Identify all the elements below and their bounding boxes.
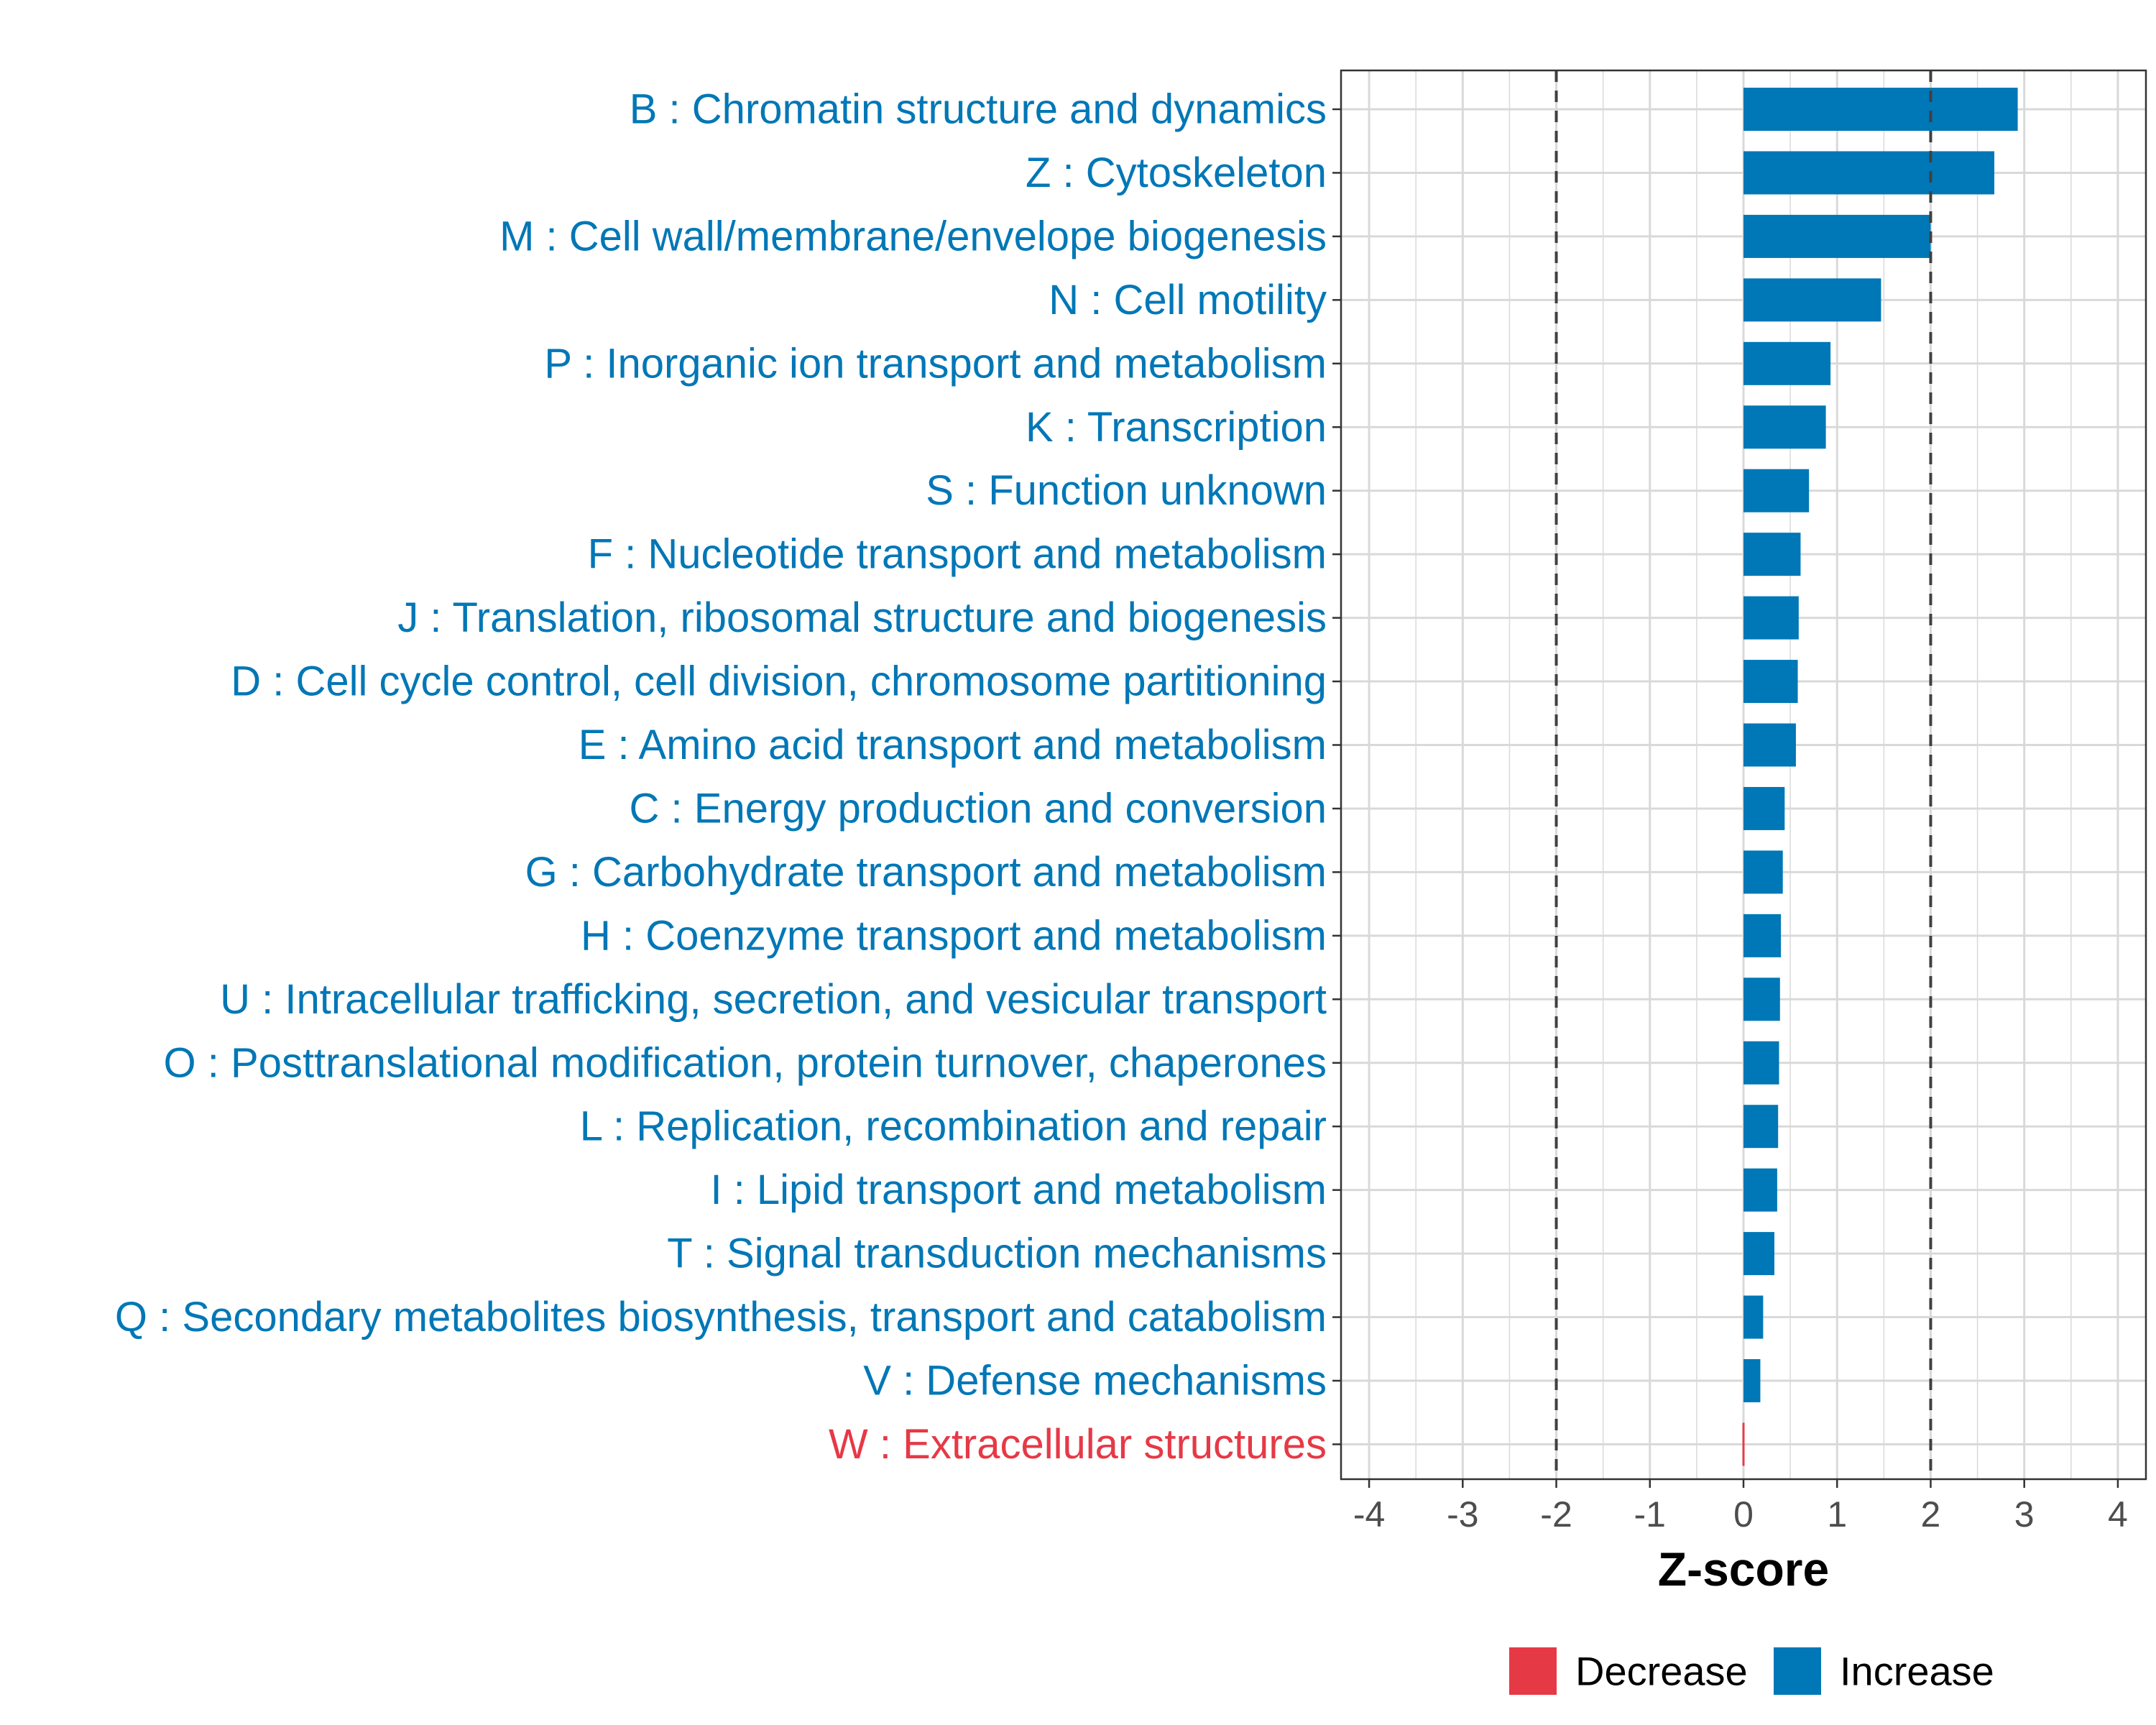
legend-key-decrease (1509, 1647, 1557, 1695)
bar (1743, 151, 1995, 195)
bar (1743, 914, 1782, 957)
x-axis-tick-label: 3 (2014, 1494, 2035, 1535)
bar (1743, 214, 1931, 258)
legend-label-decrease: Decrease (1575, 1649, 1748, 1694)
y-axis-ticks (1332, 108, 1341, 1445)
bar (1743, 1105, 1779, 1149)
bar (1743, 88, 2018, 131)
bar (1743, 469, 1810, 512)
y-axis-label: J : Translation, ribosomal structure and… (397, 594, 1327, 641)
x-axis-ticks: -4 -3 -2 -1 0 1 2 3 4 (1353, 1479, 2128, 1535)
bar (1743, 533, 1801, 576)
y-axis-label: L : Replication, recombination and repai… (580, 1103, 1327, 1150)
bar (1743, 850, 1783, 894)
bar (1743, 341, 1831, 385)
bars (1742, 88, 2018, 1466)
y-axis-label: U : Intracellular trafficking, secretion… (220, 976, 1327, 1023)
bar (1742, 1422, 1745, 1466)
y-axis-label: M : Cell wall/membrane/envelope biogenes… (499, 213, 1327, 259)
y-axis-label: Q : Secondary metabolites biosynthesis, … (115, 1294, 1327, 1340)
bar (1743, 278, 1881, 322)
y-axis-label: G : Carbohydrate transport and metabolis… (525, 849, 1327, 896)
x-axis-tick-label: -2 (1540, 1494, 1572, 1535)
x-axis-tick-label: 0 (1733, 1494, 1754, 1535)
bar (1743, 660, 1798, 704)
x-axis-tick-label: -3 (1447, 1494, 1478, 1535)
bar (1743, 1168, 1777, 1212)
bar (1743, 1359, 1761, 1402)
x-axis-tick-label: 1 (1827, 1494, 1847, 1535)
bar (1743, 786, 1785, 830)
y-axis-label: V : Defense mechanisms (863, 1358, 1327, 1404)
y-axis-label: F : Nucleotide transport and metabolism (588, 531, 1327, 578)
x-axis-title: Z-score (1658, 1542, 1829, 1596)
y-axis-label: I : Lipid transport and metabolism (710, 1167, 1327, 1213)
y-axis-label: P : Inorganic ion transport and metaboli… (544, 340, 1327, 387)
legend: Decrease Increase (1509, 1647, 1994, 1695)
bar (1743, 596, 1799, 640)
bar (1743, 723, 1796, 767)
y-axis-label: N : Cell motility (1049, 277, 1327, 323)
x-axis-tick-label: -1 (1634, 1494, 1666, 1535)
legend-key-increase (1774, 1647, 1821, 1695)
y-axis-label: T : Signal transduction mechanisms (667, 1230, 1327, 1277)
x-axis-tick-label: 2 (1921, 1494, 1941, 1535)
x-axis-tick-label: -4 (1353, 1494, 1385, 1535)
bar (1743, 1041, 1779, 1085)
y-axis-label: W : Extracellular structures (829, 1421, 1327, 1468)
bar (1743, 405, 1826, 449)
y-axis-label: H : Coenzyme transport and metabolism (581, 912, 1327, 959)
y-axis-label: C : Energy production and conversion (630, 785, 1327, 832)
y-axis-label: D : Cell cycle control, cell division, c… (231, 658, 1327, 705)
y-axis-label: K : Transcription (1026, 404, 1327, 451)
reference-lines (1554, 70, 1932, 1479)
y-axis-label: O : Posttranslational modification, prot… (164, 1039, 1327, 1086)
y-axis-label: B : Chromatin structure and dynamics (630, 86, 1327, 133)
y-axis-label: Z : Cytoskeleton (1026, 150, 1327, 196)
bar (1743, 1232, 1774, 1276)
x-axis-tick-label: 4 (2108, 1494, 2128, 1535)
legend-label-increase: Increase (1840, 1649, 1994, 1694)
y-axis-label: S : Function unknown (926, 467, 1327, 514)
bar (1743, 978, 1780, 1021)
y-axis-label: E : Amino acid transport and metabolism (579, 722, 1327, 768)
bar (1743, 1295, 1764, 1339)
y-axis-labels: B : Chromatin structure and dynamics Z : … (115, 86, 1327, 1468)
